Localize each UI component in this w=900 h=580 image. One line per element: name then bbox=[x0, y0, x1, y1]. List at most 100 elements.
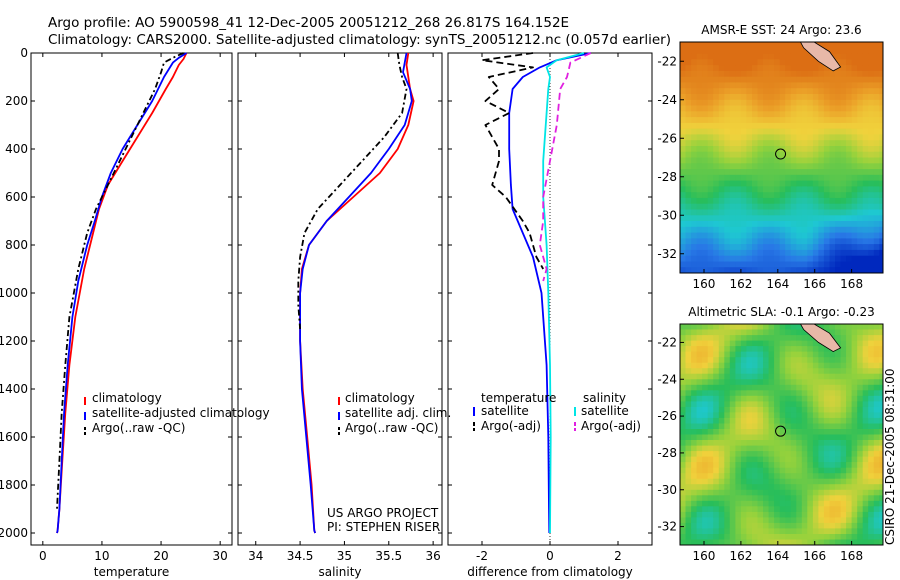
heatmap-cell bbox=[807, 534, 814, 540]
heatmap-cell bbox=[823, 506, 830, 513]
heatmap-cell bbox=[735, 261, 742, 268]
heatmap-cell bbox=[763, 192, 769, 199]
heatmap-cell bbox=[840, 261, 847, 268]
heatmap-cell bbox=[840, 362, 847, 369]
heatmap-cell bbox=[779, 401, 786, 408]
heatmap-cell bbox=[835, 192, 841, 199]
heatmap-cell bbox=[846, 368, 853, 375]
heatmap-cell bbox=[718, 267, 725, 273]
heatmap-cell bbox=[702, 451, 709, 458]
heatmap-cell bbox=[851, 99, 858, 107]
heatmap-cell bbox=[785, 249, 792, 257]
heatmap-cell bbox=[691, 412, 698, 419]
heatmap-cell bbox=[879, 117, 883, 124]
heatmap-cell bbox=[785, 157, 792, 164]
heatmap-cell bbox=[785, 395, 792, 402]
heatmap-cell bbox=[713, 42, 720, 49]
heatmap-cell bbox=[790, 434, 797, 441]
heatmap-cell bbox=[763, 215, 769, 222]
heatmap-cell bbox=[757, 390, 764, 397]
heatmap-cell bbox=[735, 506, 742, 513]
heatmap-cell bbox=[835, 232, 841, 239]
heatmap-cell bbox=[763, 203, 769, 210]
heatmap-cell bbox=[840, 417, 847, 424]
heatmap-cell bbox=[873, 534, 880, 540]
heatmap-cell bbox=[868, 489, 875, 496]
heatmap-cell bbox=[873, 484, 880, 491]
heatmap-cell bbox=[807, 99, 814, 107]
heatmap-cell bbox=[790, 134, 797, 141]
heatmap-cell bbox=[763, 467, 769, 474]
heatmap-cell bbox=[752, 324, 758, 330]
heatmap-cell bbox=[796, 197, 803, 205]
heatmap-cell bbox=[785, 362, 792, 369]
heatmap-cell bbox=[790, 226, 797, 234]
heatmap-cell bbox=[735, 522, 742, 529]
heatmap-cell bbox=[691, 329, 698, 336]
heatmap-cell bbox=[840, 522, 847, 529]
heatmap-cell bbox=[774, 506, 781, 513]
heatmap-cell bbox=[691, 489, 698, 496]
heatmap-cell bbox=[868, 517, 875, 524]
heatmap-cell bbox=[812, 484, 819, 491]
heatmap-cell bbox=[785, 539, 792, 545]
heatmap-cell bbox=[879, 65, 883, 72]
heatmap-cell bbox=[696, 478, 703, 485]
y-tick-label: 600 bbox=[5, 190, 28, 204]
heatmap-cell bbox=[680, 105, 686, 112]
heatmap-cell bbox=[840, 65, 847, 72]
heatmap-cell bbox=[768, 445, 775, 452]
heatmap-cell bbox=[840, 484, 847, 491]
heatmap-cell bbox=[729, 146, 736, 153]
heatmap-cell bbox=[785, 434, 792, 441]
heatmap-cell bbox=[746, 180, 753, 187]
heatmap-cell bbox=[696, 134, 703, 141]
heatmap-cell bbox=[757, 105, 764, 112]
heatmap-cell bbox=[818, 511, 825, 518]
heatmap-cell bbox=[812, 209, 819, 216]
heatmap-cell bbox=[835, 324, 841, 330]
heatmap-cell bbox=[807, 117, 814, 124]
salinity-legend: climatology satellite adj. clim. Argo(..… bbox=[338, 391, 451, 435]
heatmap-cell bbox=[685, 169, 692, 176]
heatmap-cell bbox=[862, 76, 869, 83]
heatmap-cell bbox=[812, 429, 819, 435]
heatmap-cell bbox=[851, 324, 858, 330]
heatmap-cell bbox=[873, 456, 880, 463]
heatmap-cell bbox=[724, 94, 731, 101]
heatmap-cell bbox=[729, 429, 736, 435]
heatmap-cell bbox=[757, 489, 764, 496]
heatmap-cell bbox=[790, 99, 797, 107]
heatmap-cell bbox=[757, 134, 764, 141]
heatmap-cell bbox=[729, 440, 736, 446]
heatmap-cell bbox=[829, 226, 836, 234]
heatmap-cell bbox=[757, 267, 764, 273]
heatmap-cell bbox=[768, 267, 775, 273]
heatmap-cell bbox=[735, 539, 742, 545]
heatmap-cell bbox=[757, 423, 764, 430]
heatmap-cell bbox=[718, 209, 725, 216]
heatmap-cell bbox=[685, 221, 692, 228]
heatmap-cell bbox=[785, 379, 792, 386]
heatmap-cell bbox=[774, 335, 781, 342]
heatmap-cell bbox=[868, 99, 875, 107]
heatmap-cell bbox=[840, 180, 847, 187]
heatmap-cell bbox=[840, 76, 847, 83]
heatmap-cell bbox=[752, 423, 758, 430]
heatmap-cell bbox=[724, 495, 731, 502]
heatmap-cell bbox=[823, 495, 830, 502]
heatmap-cell bbox=[829, 157, 836, 164]
heatmap-cell bbox=[857, 423, 864, 430]
heatmap-cell bbox=[718, 440, 725, 446]
heatmap-cell bbox=[746, 484, 753, 491]
heatmap-cell bbox=[873, 249, 880, 257]
heatmap-cell bbox=[829, 462, 836, 469]
heatmap-cell bbox=[685, 406, 692, 413]
heatmap-cell bbox=[702, 500, 709, 507]
heatmap-cell bbox=[796, 146, 803, 153]
heatmap-cell bbox=[718, 506, 725, 513]
heatmap-cell bbox=[691, 357, 698, 364]
heatmap-cell bbox=[807, 478, 814, 485]
heatmap-cell bbox=[829, 434, 836, 441]
heatmap-cell bbox=[746, 351, 753, 358]
